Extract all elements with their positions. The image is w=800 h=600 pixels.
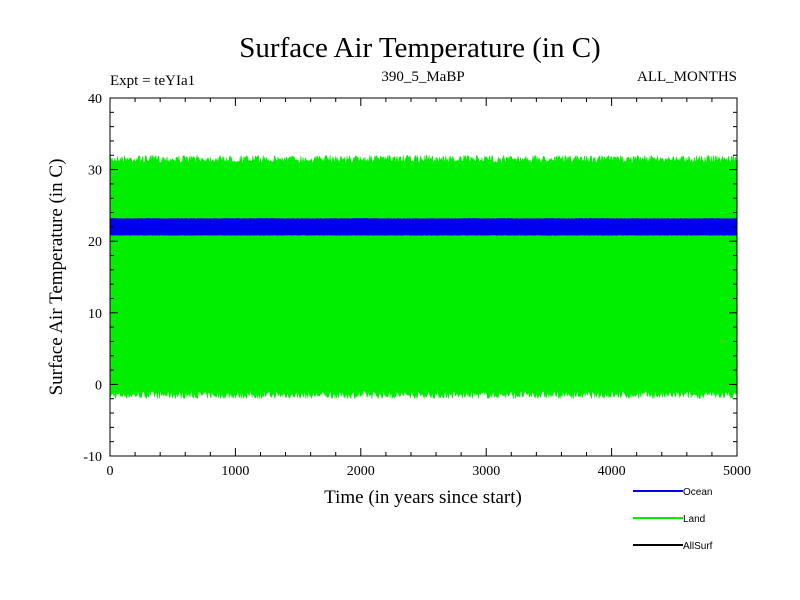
series-land-band (109, 154, 738, 400)
legend-label-ocean: Ocean (683, 487, 712, 498)
experiment-label: Expt = teYIa1 (110, 73, 195, 89)
x-tick-label: 5000 (723, 464, 751, 479)
y-tick-label: 20 (88, 235, 102, 250)
period-label: 390_5_MaBP (381, 69, 464, 85)
legend-label-land: Land (683, 514, 705, 525)
plot-area: 0 1000 2000 3000 4000 5000 -10 0 10 20 30 40 (83, 92, 751, 479)
x-tick-label: 1000 (221, 464, 249, 479)
y-tick-label: 10 (88, 307, 102, 322)
y-tick-label: 30 (88, 164, 102, 179)
months-label: ALL_MONTHS (637, 69, 737, 85)
legend: Ocean Land AllSurf (633, 487, 713, 552)
x-axis-label: Time (in years since start) (324, 487, 522, 508)
x-tick-label: 3000 (472, 464, 500, 479)
y-tick-label: 0 (95, 378, 102, 393)
plot-frame (109, 97, 738, 457)
y-tick-label: 40 (88, 92, 102, 107)
series-ocean-band (109, 217, 738, 236)
x-tick-label: 2000 (347, 464, 375, 479)
y-tick-label: -10 (83, 450, 102, 465)
chart-title: Surface Air Temperature (in C) (239, 32, 600, 64)
y-axis-label: Surface Air Temperature (in C) (46, 159, 67, 396)
legend-label-allsurf: AllSurf (683, 541, 713, 552)
x-tick-label: 0 (107, 464, 114, 479)
x-tick-label: 4000 (598, 464, 626, 479)
